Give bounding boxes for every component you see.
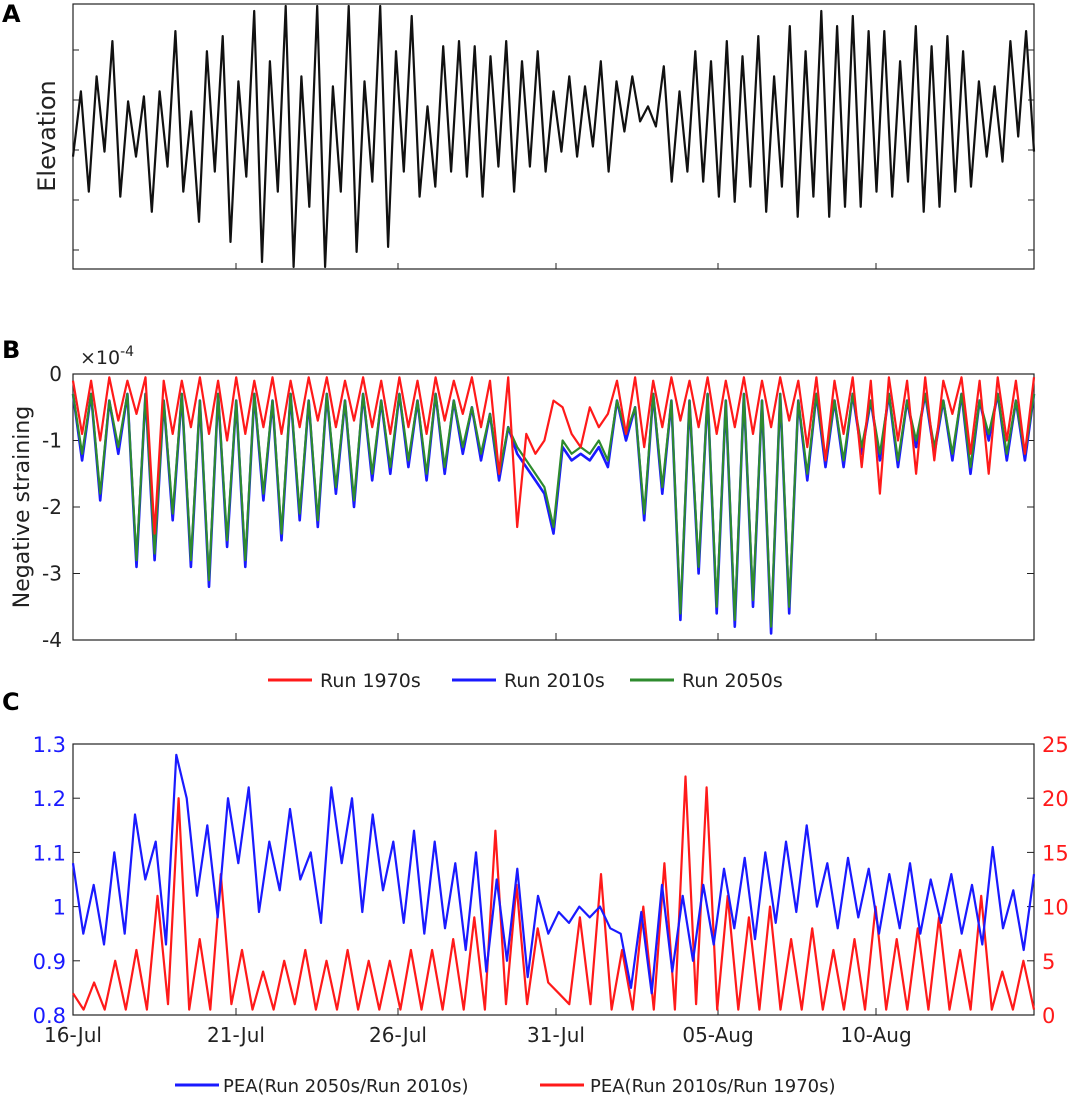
- panel-c-xticks: 16-Jul 21-Jul 26-Jul 31-Jul 05-Aug 10-Aug: [44, 1008, 912, 1047]
- panel-b-exponent-power: -4: [120, 344, 134, 360]
- panel-b-yticks: 0 -1 -2 -3 -4: [42, 362, 1034, 652]
- panel-c-xtick-label-0: 16-Jul: [44, 1023, 102, 1047]
- legend-label-run-1970s: Run 1970s: [320, 670, 421, 692]
- panel-c-pea-2050-2010-line: [71, 753, 1036, 995]
- panel-b-ylabel: Negative straining: [10, 406, 35, 608]
- panel-c-yticks-left: 0.8 0.9 1 1.1 1.2 1.3: [33, 733, 80, 1028]
- panel-c-ytick-right-label-4: 20: [1042, 787, 1069, 811]
- panel-b-ytick-label-0: 0: [49, 362, 62, 386]
- legend-label-pea-2010-1970: PEA(Run 2010s/Run 1970s): [590, 1076, 836, 1097]
- panel-b-legend: Run 1970s Run 2010s Run 2050s: [268, 670, 783, 692]
- panel-a-ylabel: Elevation: [33, 80, 61, 191]
- panel-c-ytick-left-label-5: 1.3: [33, 733, 66, 757]
- panel-b-run-2050s-line: [71, 392, 1036, 628]
- panel-label-b: B: [2, 336, 20, 364]
- legend-label-run-2050s: Run 2050s: [682, 670, 783, 692]
- panel-c-xtick-label-5: 10-Aug: [840, 1023, 911, 1047]
- panel-c-legend: PEA(Run 2050s/Run 2010s) PEA(Run 2010s/R…: [175, 1076, 836, 1097]
- panel-c-ytick-right-label-3: 15: [1042, 841, 1069, 865]
- panel-c-xtick-label-3: 31-Jul: [527, 1023, 585, 1047]
- panel-b-xticks: [235, 633, 877, 640]
- panel-b-ytick-label-3: -3: [42, 562, 62, 586]
- panel-c-ytick-right-label-2: 10: [1042, 896, 1069, 920]
- panel-c-yticks-right: 0 5 10 15 20 25: [1027, 733, 1069, 1028]
- panel-b-ytick-label-4: -4: [42, 628, 62, 652]
- panel-c-xtick-label-4: 05-Aug: [682, 1023, 753, 1047]
- panel-c-ytick-right-label-5: 25: [1042, 733, 1069, 757]
- panel-c-ytick-left-label-0: 0.8: [33, 1004, 66, 1028]
- panel-c-ytick-left-label-3: 1.1: [33, 841, 66, 865]
- panel-b-ytick-label-1: -1: [42, 429, 62, 453]
- panel-a-elevation-line: [71, 4, 1036, 269]
- panel-c-ytick-left-label-1: 0.9: [33, 950, 66, 974]
- panel-b-ytick-label-2: -2: [42, 495, 62, 519]
- panel-label-a: A: [2, 0, 21, 28]
- panel-c-ytick-left-label-2: 1: [53, 896, 66, 920]
- panel-b: Negative straining ×10-4 0-1-2-3-4 Run 1…: [10, 344, 1036, 692]
- panel-label-c: C: [2, 688, 20, 716]
- panel-c-ytick-right-label-0: 0: [1042, 1004, 1055, 1028]
- panel-c-xtick-label-2: 26-Jul: [369, 1023, 427, 1047]
- panel-b-exponent: ×10-4: [80, 344, 134, 369]
- panel-b-run-1970s-line: [71, 376, 1036, 535]
- panel-c-xtick-label-1: 21-Jul: [207, 1023, 265, 1047]
- panel-c: 0.8 0.9 1 1.1 1.2 1.3 0 5 10 15 20 25 16-Jul 21-Jul…: [33, 733, 1069, 1097]
- panel-a-ticks: [73, 49, 1034, 269]
- legend-label-run-2010s: Run 2010s: [504, 670, 605, 692]
- panel-c-pea-2010-1970-line: [72, 775, 1036, 1011]
- panel-c-ytick-left-label-4: 1.2: [33, 787, 66, 811]
- panel-a: Elevation: [33, 3, 1036, 270]
- panel-c-ytick-right-label-1: 5: [1042, 950, 1055, 974]
- panel-b-exponent-base: ×10: [80, 347, 120, 369]
- legend-label-pea-2050-2010: PEA(Run 2050s/Run 2010s): [223, 1076, 469, 1097]
